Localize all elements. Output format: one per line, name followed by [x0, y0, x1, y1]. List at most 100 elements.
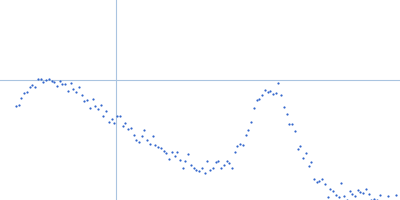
Point	[130, 133, 137, 136]
Point	[133, 138, 140, 142]
Point	[322, 182, 328, 186]
Point	[316, 180, 323, 183]
Point	[327, 188, 334, 191]
Point	[220, 163, 227, 166]
Point	[212, 160, 219, 163]
Point	[349, 192, 356, 196]
Point	[202, 171, 208, 175]
Point	[81, 100, 88, 103]
Point	[144, 138, 150, 141]
Point	[59, 82, 66, 85]
Point	[360, 192, 366, 195]
Point	[256, 97, 262, 101]
Point	[297, 144, 304, 147]
Point	[218, 167, 224, 170]
Point	[54, 84, 60, 87]
Point	[240, 143, 246, 146]
Point	[226, 161, 232, 164]
Point	[150, 135, 156, 138]
Point	[103, 109, 110, 112]
Point	[210, 167, 216, 170]
Point	[371, 197, 377, 200]
Point	[193, 169, 200, 172]
Point	[95, 107, 101, 111]
Point	[18, 97, 25, 100]
Point	[190, 166, 197, 170]
Point	[29, 83, 36, 86]
Point	[366, 192, 372, 196]
Point	[62, 83, 68, 86]
Point	[92, 104, 98, 108]
Point	[128, 126, 134, 130]
Point	[108, 117, 115, 120]
Point	[78, 93, 85, 97]
Point	[65, 89, 71, 93]
Point	[338, 181, 344, 184]
Point	[16, 103, 22, 106]
Point	[374, 198, 380, 200]
Point	[368, 199, 374, 200]
Point	[314, 180, 320, 183]
Point	[158, 146, 164, 149]
Point	[311, 177, 317, 181]
Point	[35, 78, 41, 81]
Point	[232, 150, 238, 153]
Point	[21, 91, 28, 95]
Point	[341, 195, 347, 198]
Point	[24, 90, 30, 94]
Point	[278, 93, 284, 97]
Point	[259, 93, 265, 96]
Point	[171, 154, 178, 158]
Point	[56, 80, 63, 83]
Point	[234, 145, 241, 148]
Point	[26, 86, 33, 89]
Point	[180, 166, 186, 169]
Point	[264, 90, 271, 93]
Point	[384, 195, 391, 198]
Point	[13, 105, 19, 108]
Point	[188, 163, 194, 166]
Point	[163, 151, 170, 154]
Point	[51, 80, 58, 83]
Point	[38, 78, 44, 81]
Point	[136, 141, 142, 144]
Point	[253, 99, 260, 102]
Point	[84, 98, 90, 102]
Point	[141, 129, 148, 132]
Point	[32, 86, 38, 89]
Point	[111, 121, 118, 124]
Point	[354, 189, 361, 192]
Point	[160, 149, 167, 152]
Point	[294, 148, 301, 151]
Point	[138, 134, 145, 137]
Point	[120, 124, 126, 127]
Point	[324, 195, 331, 198]
Point	[89, 98, 96, 101]
Point	[169, 151, 175, 154]
Point	[106, 120, 112, 123]
Point	[166, 157, 172, 160]
Point	[305, 164, 312, 168]
Point	[48, 80, 55, 83]
Point	[393, 193, 399, 196]
Point	[174, 150, 180, 154]
Point	[40, 80, 46, 83]
Point	[302, 151, 309, 155]
Point	[286, 122, 292, 125]
Point	[363, 188, 369, 191]
Point	[196, 169, 202, 172]
Point	[242, 133, 249, 137]
Point	[229, 166, 235, 169]
Point	[46, 77, 52, 80]
Point	[267, 89, 274, 92]
Point	[73, 91, 79, 94]
Point	[185, 153, 192, 156]
Point	[308, 160, 314, 163]
Point	[68, 82, 74, 85]
Point	[333, 193, 339, 197]
Point	[100, 114, 107, 118]
Point	[177, 158, 183, 161]
Point	[98, 104, 104, 107]
Point	[344, 198, 350, 200]
Point	[199, 167, 205, 170]
